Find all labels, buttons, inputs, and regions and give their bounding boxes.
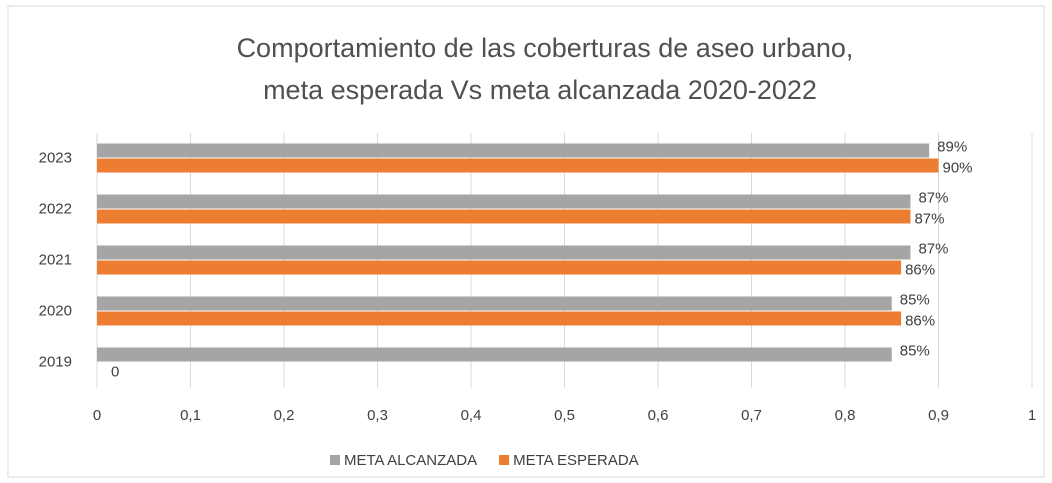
x-tick-label: 0,6 [648,407,669,424]
bar [97,260,902,275]
legend-label: META ESPERADA [513,452,639,469]
data-label: 87% [918,240,948,257]
x-tick-label: 0,7 [741,407,762,424]
data-label: 0 [111,363,119,380]
data-label: 85% [900,342,930,359]
y-tick-label: 2021 [39,251,72,268]
chart-title: Comportamiento de las coberturas de aseo… [237,33,854,63]
x-tick-label: 0,2 [274,407,295,424]
y-tick-label: 2020 [39,302,72,319]
y-tick-label: 2023 [39,149,72,166]
data-label: 90% [943,159,973,176]
data-label: 87% [914,210,944,227]
chart-frame [7,5,1045,478]
bar [97,194,911,209]
bar [97,245,911,260]
legend-swatch [330,455,340,465]
data-label: 89% [937,138,967,155]
x-tick-label: 0,9 [928,407,949,424]
bar [97,296,892,311]
x-tick-label: 1 [1028,407,1036,424]
data-label: 86% [905,312,935,329]
x-tick-label: 0,4 [461,407,482,424]
bar [97,143,930,158]
x-tick-label: 0,8 [835,407,856,424]
x-tick-label: 0,5 [554,407,575,424]
legend-swatch [499,455,510,465]
data-label: 85% [900,291,930,308]
y-tick-label: 2019 [39,353,72,370]
bar [97,347,892,362]
y-tick-label: 2022 [39,200,72,217]
x-tick-label: 0 [93,407,101,424]
chart-title: meta esperada Vs meta alcanzada 2020-202… [263,75,817,105]
x-tick-label: 0,3 [367,407,388,424]
x-tick-label: 0,1 [180,407,201,424]
data-label: 87% [918,189,948,206]
bar [97,158,939,173]
legend-label: META ALCANZADA [344,452,477,469]
data-label: 86% [905,261,935,278]
bar [97,311,902,326]
bar [97,209,911,224]
